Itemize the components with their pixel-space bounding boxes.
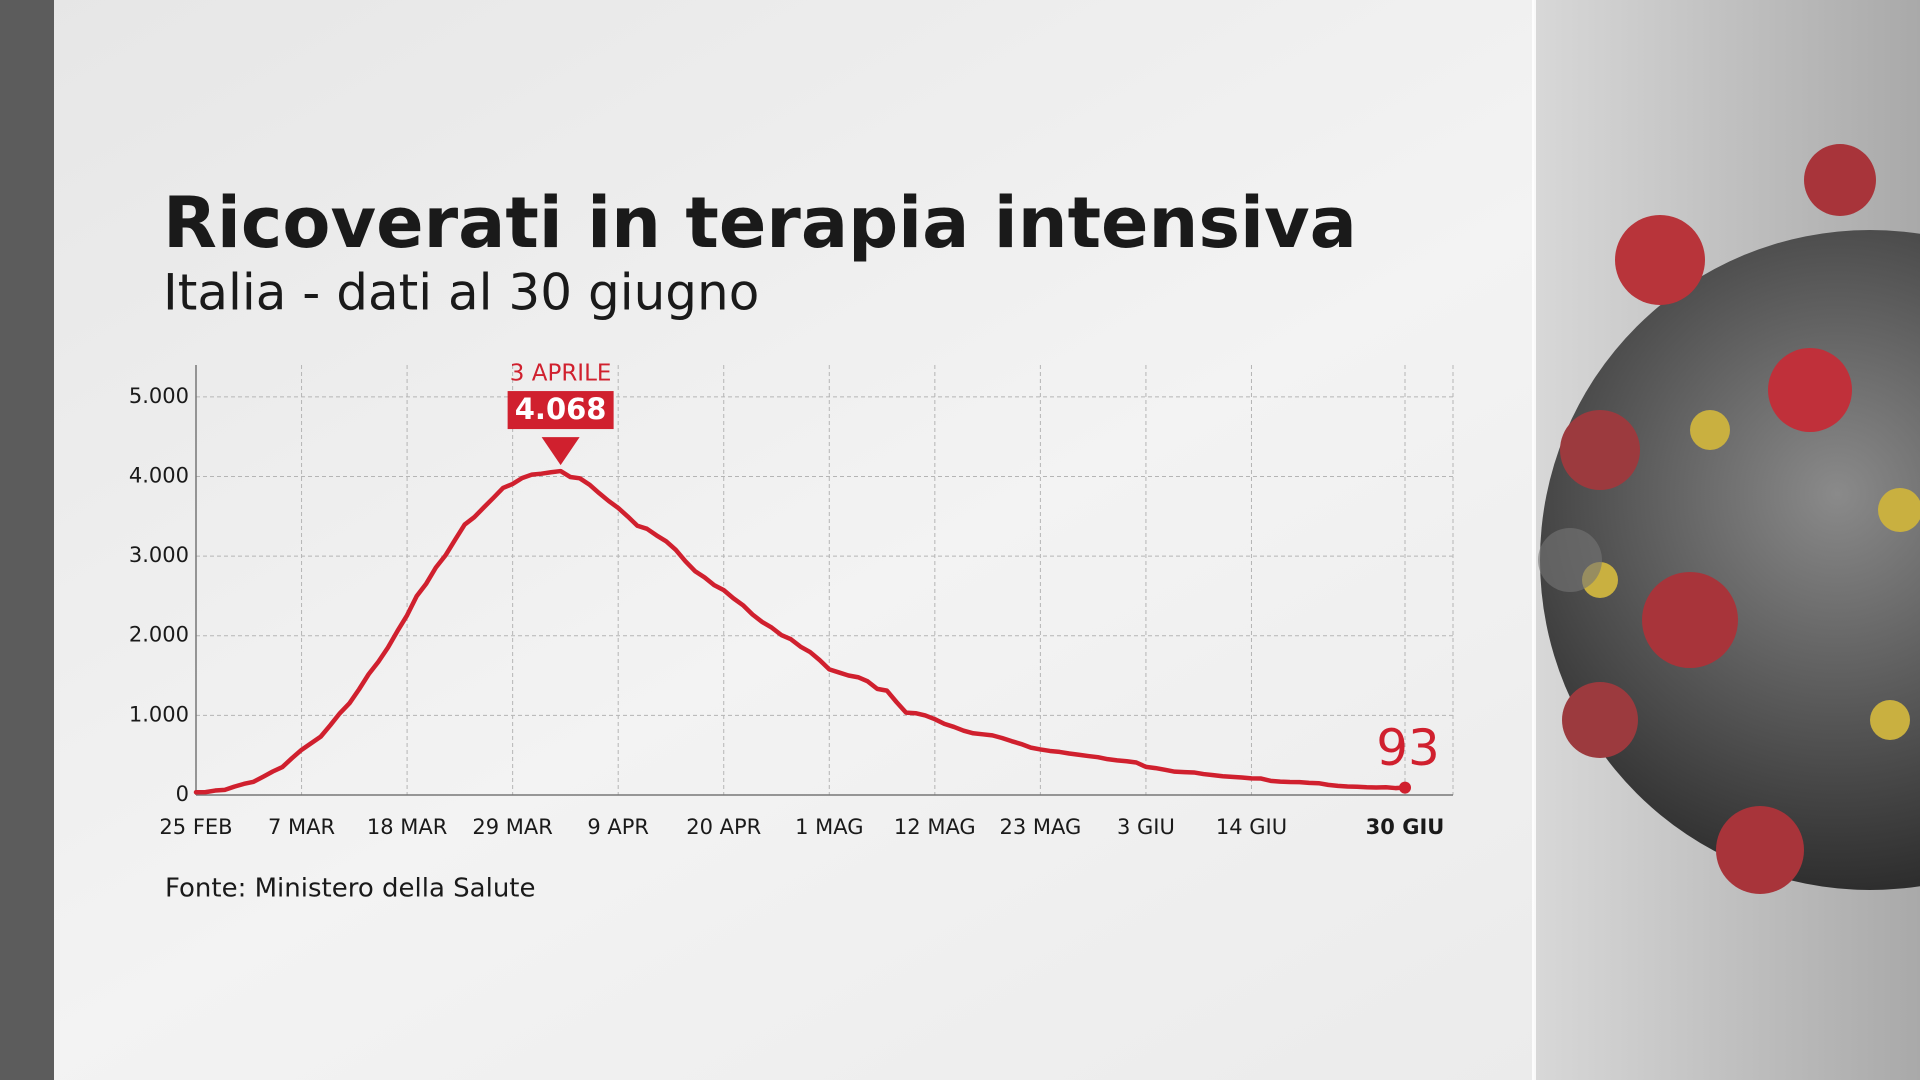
x-tick-label: 29 MAR xyxy=(472,815,552,839)
end-point xyxy=(1399,781,1411,794)
source: Fonte: Ministero della Salute xyxy=(165,874,536,904)
x-tick-label: 25 FEB xyxy=(159,815,232,839)
x-tick-label: 18 MAR xyxy=(367,815,447,839)
divider xyxy=(1532,0,1536,1080)
x-tick-label: 1 MAG xyxy=(795,815,863,839)
x-tick-label: 30 GIU xyxy=(1366,815,1445,839)
peak-marker xyxy=(541,437,580,466)
y-tick-label: 0 xyxy=(176,782,189,806)
y-tick-label: 5.000 xyxy=(129,384,189,408)
peak-label-box xyxy=(507,391,614,430)
y-tick-label: 1.000 xyxy=(129,702,189,726)
y-tick-label: 4.000 xyxy=(129,463,189,487)
x-tick-label: 14 GIU xyxy=(1216,815,1287,839)
x-tick-label: 3 GIU xyxy=(1117,815,1175,839)
chart-subtitle: Italia - dati al 30 giugno xyxy=(163,264,759,322)
data-line xyxy=(193,468,1408,795)
x-tick-label: 12 MAG xyxy=(894,815,976,839)
y-tick-label: 3.000 xyxy=(129,543,189,567)
peak-date-label: 3 APRILE xyxy=(510,361,612,387)
x-tick-label: 20 APR xyxy=(686,815,761,839)
x-tick-label: 9 APR xyxy=(587,815,649,839)
virus-illustration xyxy=(1538,144,1920,894)
left-bar xyxy=(0,0,54,1080)
x-tick-label: 23 MAG xyxy=(999,815,1081,839)
y-tick-label: 2.000 xyxy=(129,623,189,647)
value-label: 4.068 xyxy=(515,392,607,426)
x-tick-label: 7 MAR xyxy=(268,815,335,839)
chart-title: Ricoverati in terapia intensiva xyxy=(163,182,1357,264)
value-label: 93 xyxy=(1376,719,1440,777)
